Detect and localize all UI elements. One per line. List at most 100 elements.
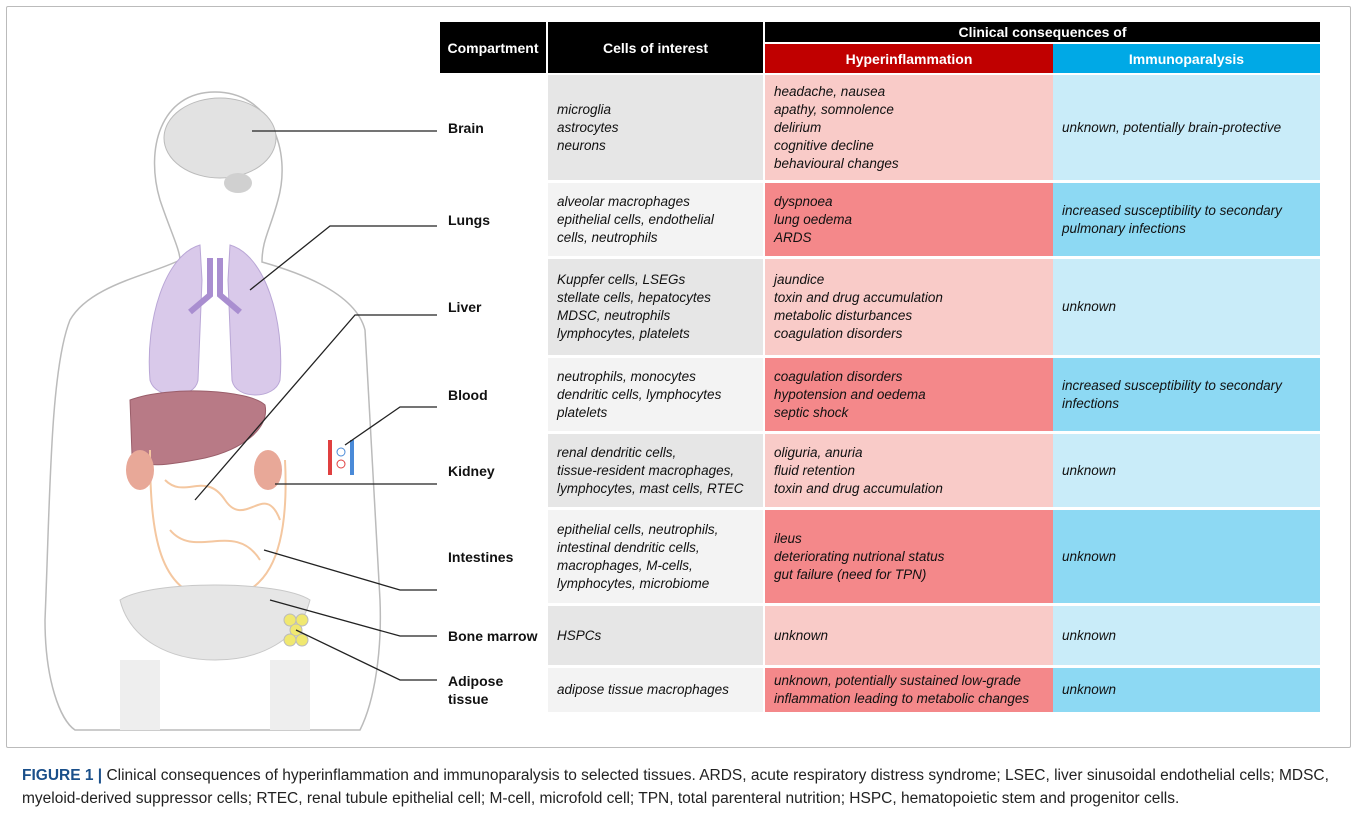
immuno-line: increased susceptibility to secondary [1062,202,1282,218]
hyper-line: coagulation disorders [774,368,903,384]
brain [163,97,277,179]
fat-cells [283,613,309,647]
cells-cell: alveolar macrophages epithelial cells, en… [548,183,763,256]
compartment-cell: Blood [440,358,546,431]
compartment-line: Intestines [448,548,514,565]
compartment-cell: Liver [440,259,546,355]
connectors [194,130,437,681]
body-illustration [44,91,437,731]
cells-line: neurons [557,137,606,153]
hyper-line: inflammation leading to metabolic change… [774,691,1030,706]
hyper-line: toxin and drug accumulation [774,290,943,305]
immuno-line: unknown [1062,548,1117,564]
hyper-line: headache, nausea [774,83,886,99]
hyper-cell: dyspnoea lung oedema ARDS [765,183,1053,256]
hyper-cell: coagulation disorders hypotension and oed… [765,358,1053,431]
cells-cell: neutrophils, monocytes dendritic cells, l… [548,358,763,431]
caption: FIGURE 1 | Clinical consequences of hype… [22,764,1337,810]
immuno-cell: unknown [1053,434,1320,507]
immuno-cell: increased susceptibility to secondary pul… [1053,183,1320,256]
cells-line: lymphocytes, microbiome [557,575,710,591]
femur-left [120,660,160,730]
cells-cell: Kuppfer cells, LSEGs stellate cells, hepa… [548,259,763,355]
cells-cell: HSPCs [548,606,763,665]
hyper-line: apathy, somnolence [774,101,894,117]
cells-line: stellate cells, hepatocytes [557,290,711,305]
caption-label: FIGURE 1 | [22,767,103,784]
hyper-cell: ileus deteriorating nutrional status gut f… [765,510,1053,603]
hyper-line: delirium [774,119,822,135]
immuno-cell: increased susceptibility to secondary inf… [1053,358,1320,431]
lung-right [227,244,282,396]
hyper-line: unknown [774,627,829,643]
hyper-cell: jaundice toxin and drug accumulation metab… [765,259,1053,355]
cells-line: epithelial cells, endothelial [557,211,714,227]
immuno-cell: unknown, potentially brain-protective [1053,75,1320,180]
cells-line: MDSC, neutrophils [557,308,671,323]
immuno-line: unknown [1062,299,1117,314]
hyper-line: ileus [774,530,802,546]
hyper-line: jaundice [774,272,825,287]
cells-line: intestinal dendritic cells, [557,539,700,555]
hyper-line: septic shock [774,404,849,420]
hyper-line: coagulation disorders [774,326,903,341]
cells-line: astrocytes [557,119,619,135]
header-immuno: Immunoparalysis [1053,44,1320,73]
immuno-cell: unknown [1053,259,1320,355]
kidney-left [126,450,154,490]
compartment-cell: Adipose tissue [440,668,546,712]
hyper-line: hypotension and oedema [774,386,926,402]
hyper-line: lung oedema [774,211,853,227]
hyper-line: ARDS [774,229,812,245]
immuno-line: increased susceptibility to secondary [1062,377,1282,393]
hyper-cell: headache, nausea apathy, somnolence deliri… [765,75,1053,180]
header-text: Hyperinflammation [845,50,973,67]
hyper-line: gut failure (need for TPN) [774,566,927,582]
cells-line: tissue-resident macrophages, [557,462,735,478]
header-compartment: Compartment [440,22,546,73]
compartment-cell: Kidney [440,434,546,507]
cells-line: lymphocytes, platelets [557,326,690,341]
cerebellum [224,173,252,193]
compartment-line: Adipose [448,673,504,689]
immuno-line: unknown [1062,462,1117,478]
hyper-line: behavioural changes [774,155,899,171]
caption-text: Clinical consequences of hyperinflammati… [22,767,1329,807]
header-text: Clinical consequences of [958,24,1127,40]
hyper-line: fluid retention [774,462,856,478]
cells-line: dendritic cells, lymphocytes [557,386,722,402]
cells-line: lymphocytes, mast cells, RTEC [557,480,744,496]
cells-line: epithelial cells, neutrophils, [557,521,719,537]
lung-left [148,244,203,396]
figure-frame [6,6,1351,748]
compartment-line: tissue [448,691,489,707]
cells-line: Kuppfer cells, LSEGs [557,272,686,287]
cells-line: renal dendritic cells, [557,444,677,460]
compartment-cell: Bone marrow [440,606,546,665]
cells-cell: epithelial cells, neutrophils, intestinal… [548,510,763,603]
hyper-cell: unknown [765,606,1053,665]
cells-line: neutrophils, monocytes [557,368,696,384]
hyper-cell: unknown, potentially sustained low-grade… [765,668,1053,712]
immuno-line: unknown, potentially brain-protective [1062,119,1282,135]
immuno-line: unknown [1062,627,1117,643]
hyper-line: unknown, potentially sustained low-grade [774,673,1021,688]
header-text: Compartment [447,39,539,56]
compartment-line: Brain [448,119,484,136]
compartment-line: Kidney [448,462,495,479]
immuno-line: pulmonary infections [1062,220,1186,236]
hyper-line: cognitive decline [774,137,874,153]
header-clinical: Clinical consequences of [765,22,1320,42]
hyper-line: metabolic disturbances [774,308,913,323]
cells-cell: adipose tissue macrophages [548,668,763,712]
immuno-cell: unknown [1053,510,1320,603]
hyper-line: toxin and drug accumulation [774,480,943,496]
compartment-line: Lungs [448,211,490,228]
immuno-line: infections [1062,395,1120,411]
immuno-line: unknown [1062,682,1117,697]
liver [129,390,266,466]
cells-line: macrophages, M-cells, [557,557,693,573]
cells-line: HSPCs [557,627,602,643]
header-hyper: Hyperinflammation [765,44,1053,73]
